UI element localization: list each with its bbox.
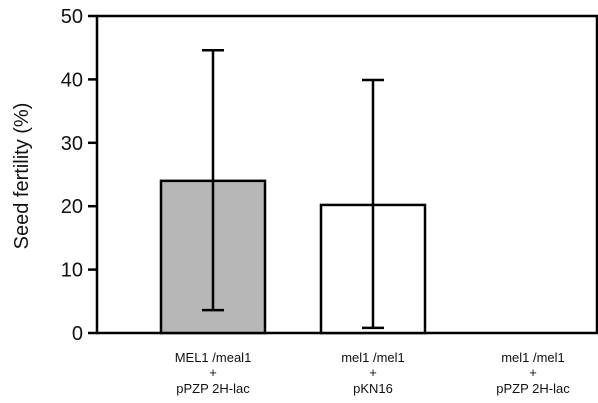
category-label-line3: pPZP 2H-lac <box>176 381 250 396</box>
y-ticks: 0 10 20 30 40 50 <box>61 6 97 345</box>
y-tick-label: 0 <box>72 323 83 345</box>
y-tick-label: 40 <box>61 69 83 91</box>
y-axis-label: Seed fertility (%) <box>11 103 33 250</box>
category-label-line2: + <box>529 365 537 380</box>
bars <box>159 179 427 335</box>
category-label-line1: MEL1 /meal1 <box>175 350 252 365</box>
category-label-line2: + <box>369 365 377 380</box>
y-tick-label: 20 <box>61 196 83 218</box>
category-label-line1: mel1 /mel1 <box>501 350 565 365</box>
category-label-line1: mel1 /mel1 <box>341 350 405 365</box>
category-label-line3: pKN16 <box>353 381 393 396</box>
error-bars <box>202 48 384 330</box>
y-tick-label: 10 <box>61 260 83 282</box>
category-label-line2: + <box>209 365 217 380</box>
y-tick-label: 30 <box>61 133 83 155</box>
y-tick-label: 50 <box>61 6 83 28</box>
category-label-line3: pPZP 2H-lac <box>496 381 570 396</box>
